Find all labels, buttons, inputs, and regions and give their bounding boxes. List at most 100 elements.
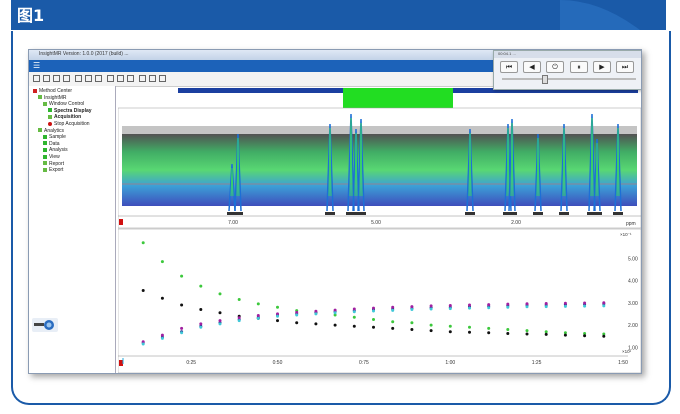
kinetics-point [256, 316, 260, 320]
hamburger-menu-icon[interactable]: ☰ [33, 61, 41, 70]
overview-window[interactable] [343, 88, 453, 108]
kinetics-x-tick: 0:50 [273, 360, 283, 366]
tree-item[interactable]: View [43, 154, 60, 160]
baseline-icon[interactable] [127, 75, 134, 82]
kinetics-point [487, 306, 491, 310]
integral-marker [533, 212, 543, 215]
kinetics-point [410, 321, 414, 325]
play-button[interactable]: ▶ [593, 61, 611, 73]
kinetics-point [276, 312, 279, 316]
kinetics-x-exponent: ×10¹ [622, 349, 632, 354]
pause-button[interactable]: ⏸ [570, 61, 588, 73]
kinetics-point [199, 325, 203, 329]
spectrum-peak-highlight [616, 127, 620, 197]
zoom-icon[interactable] [85, 75, 92, 82]
spectrum-x-unit: ppm [626, 221, 636, 227]
green-node-icon [43, 148, 47, 153]
kinetics-x-tick: 1:25 [532, 360, 542, 366]
kinetics-y-tick: 4.00 [628, 279, 638, 285]
slider-knob[interactable] [542, 75, 548, 84]
phase-icon[interactable] [117, 75, 124, 82]
kinetics-point [333, 323, 337, 327]
skip-back-button[interactable]: ⏮ [500, 61, 518, 73]
spectrum-peak-highlight [349, 117, 353, 197]
window-title: InsightMR Version: 1.0.0 (2017 (build) .… [39, 51, 129, 57]
tree-item[interactable]: Analysis [43, 147, 68, 153]
tree-item[interactable]: Acquisition [48, 114, 81, 120]
kinetics-point [487, 331, 491, 335]
integral-marker [233, 212, 243, 215]
kinetics-y-tick: 1.00 [628, 345, 638, 351]
kinetics-point [602, 301, 606, 305]
kinetics-point [506, 332, 510, 335]
kinetics-point [218, 311, 222, 315]
kinetics-point [391, 308, 395, 312]
playback-slider[interactable] [502, 75, 636, 84]
spectrum-peak-highlight [328, 127, 332, 197]
tree-item[interactable]: Window Control [43, 101, 84, 107]
tree-item[interactable]: Analytics [38, 128, 64, 134]
tree-item[interactable]: Sample [43, 134, 66, 140]
kinetics-point [199, 322, 203, 326]
search-icon[interactable] [139, 75, 146, 82]
spectrum-peak-highlight [536, 137, 540, 197]
kinetics-point [429, 329, 433, 333]
power-button[interactable]: ⏻ [546, 61, 564, 73]
new-file-icon[interactable] [33, 75, 40, 82]
integral-marker [613, 212, 623, 215]
kinetics-point [391, 305, 395, 309]
print-icon[interactable] [63, 75, 70, 82]
kinetics-point [525, 332, 529, 336]
kinetics-point [218, 322, 222, 326]
kinetics-point [180, 326, 184, 330]
tree-item[interactable]: Export [43, 167, 63, 173]
peak-pick-icon[interactable] [107, 75, 114, 82]
kinetics-x-tick: 0:25 [186, 360, 196, 366]
tree-item-label: View [49, 154, 60, 160]
kinetics-point [448, 324, 452, 328]
integrate-icon[interactable] [95, 75, 102, 82]
kinetics-point [314, 309, 318, 313]
expand-icon[interactable] [149, 75, 156, 82]
spectrum-peak [228, 163, 236, 212]
kinetics-point [160, 260, 164, 264]
settings-icon[interactable] [159, 75, 166, 82]
spectrum-x-tick: 5.00 [371, 220, 381, 226]
figure-title: 图1 [17, 6, 45, 25]
integral-marker [559, 212, 569, 215]
spectrum-noise-band [122, 134, 637, 206]
spectrum-peak-highlight [562, 127, 566, 197]
spectrum-peak-highlight [468, 132, 472, 197]
tree-item[interactable]: Data [43, 141, 60, 147]
spectrum-peak [614, 123, 622, 212]
kinetics-point [563, 304, 567, 308]
step-back-button[interactable]: ◀ [523, 61, 541, 73]
kinetics-panel[interactable] [117, 228, 641, 373]
tree-item[interactable]: Spectra Display [48, 108, 92, 114]
spectrum-peak [560, 123, 568, 212]
kinetics-point [160, 296, 164, 300]
spectrum-peak [352, 128, 360, 212]
open-icon[interactable] [43, 75, 50, 82]
tree-item[interactable]: Method Center [33, 88, 72, 94]
spectrum-x-tick: 2.00 [511, 220, 521, 226]
kinetics-point [237, 316, 241, 320]
cursor-icon[interactable] [75, 75, 82, 82]
kinetics-point [391, 326, 395, 330]
kinetics-point [544, 330, 548, 334]
kinetics-point [448, 307, 452, 311]
tree-item[interactable]: Stop Acquisition [48, 121, 90, 127]
kinetics-point [429, 323, 433, 327]
spectrum-peak [588, 113, 596, 212]
spectrum-peak-highlight [510, 122, 514, 197]
save-icon[interactable] [53, 75, 60, 82]
tree-item-label: Method Center [39, 88, 73, 94]
kinetics-point [276, 314, 279, 318]
spectrum-peak-highlight [236, 137, 240, 197]
tree-item[interactable]: InsightMR [38, 95, 67, 101]
kinetics-point [583, 304, 587, 308]
tree-item[interactable]: Report [43, 161, 64, 167]
skip-forward-button[interactable]: ⏭ [616, 61, 634, 73]
tree-item-label: InsightMR [44, 94, 67, 101]
kinetics-point [372, 309, 375, 313]
